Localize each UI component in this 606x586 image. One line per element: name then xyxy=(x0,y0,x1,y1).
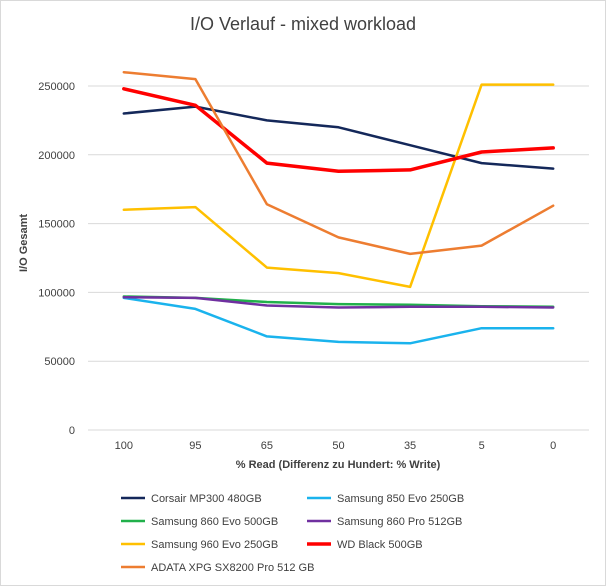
series-line-4 xyxy=(122,83,555,289)
legend-label: Samsung 850 Evo 250GB xyxy=(337,493,464,505)
legend-entry: ADATA XPG SX8200 Pro 512 GB xyxy=(121,562,314,574)
x-tick-label: 50 xyxy=(332,440,344,452)
series-line-3 xyxy=(122,295,555,309)
legend: Corsair MP300 480GB Samsung 850 Evo 250GB… xyxy=(121,493,464,574)
series-line-1 xyxy=(122,296,555,345)
x-tick-label: 5 xyxy=(479,440,485,452)
gridlines xyxy=(88,85,589,431)
legend-label: Corsair MP300 480GB xyxy=(151,493,262,505)
x-tick-label: 65 xyxy=(261,440,273,452)
y-axis-title: I/O Gesamt xyxy=(18,214,30,272)
x-tick-label: 0 xyxy=(550,440,556,452)
legend-label: WD Black 500GB xyxy=(337,539,423,551)
legend-label: Samsung 960 Evo 250GB xyxy=(151,539,278,551)
legend-entry: Samsung 860 Evo 500GB xyxy=(121,516,278,528)
legend-entry: Samsung 860 Pro 512GB xyxy=(307,516,462,528)
legend-label: Samsung 860 Pro 512GB xyxy=(337,516,462,528)
x-tick-label: 100 xyxy=(115,440,133,452)
y-tick-label: 100000 xyxy=(38,287,75,299)
legend-entry: Corsair MP300 480GB xyxy=(121,493,262,505)
y-tick-label: 200000 xyxy=(38,150,75,162)
y-tick-label: 50000 xyxy=(44,356,75,368)
x-tick-label: 35 xyxy=(404,440,416,452)
series-line-6 xyxy=(122,70,555,256)
legend-entry: WD Black 500GB xyxy=(307,539,423,551)
x-axis-title: % Read (Differenz zu Hundert: % Write) xyxy=(236,459,441,471)
legend-entry: Samsung 850 Evo 250GB xyxy=(307,493,464,505)
chart-title: I/O Verlauf - mixed workload xyxy=(190,14,416,34)
series-line-0 xyxy=(122,105,555,170)
legend-entry: Samsung 960 Evo 250GB xyxy=(121,539,278,551)
y-tick-label: 150000 xyxy=(38,219,75,231)
y-axis-ticks: 0 50000 100000 150000 200000 250000 xyxy=(38,81,75,437)
legend-label: ADATA XPG SX8200 Pro 512 GB xyxy=(151,562,314,574)
y-tick-label: 0 xyxy=(69,425,75,437)
y-tick-label: 250000 xyxy=(38,81,75,93)
x-axis-ticks: 100 95 65 50 35 5 0 xyxy=(115,440,557,452)
legend-label: Samsung 860 Evo 500GB xyxy=(151,516,278,528)
x-tick-label: 95 xyxy=(189,440,201,452)
series-line-5 xyxy=(122,87,555,174)
series-lines xyxy=(122,70,555,345)
